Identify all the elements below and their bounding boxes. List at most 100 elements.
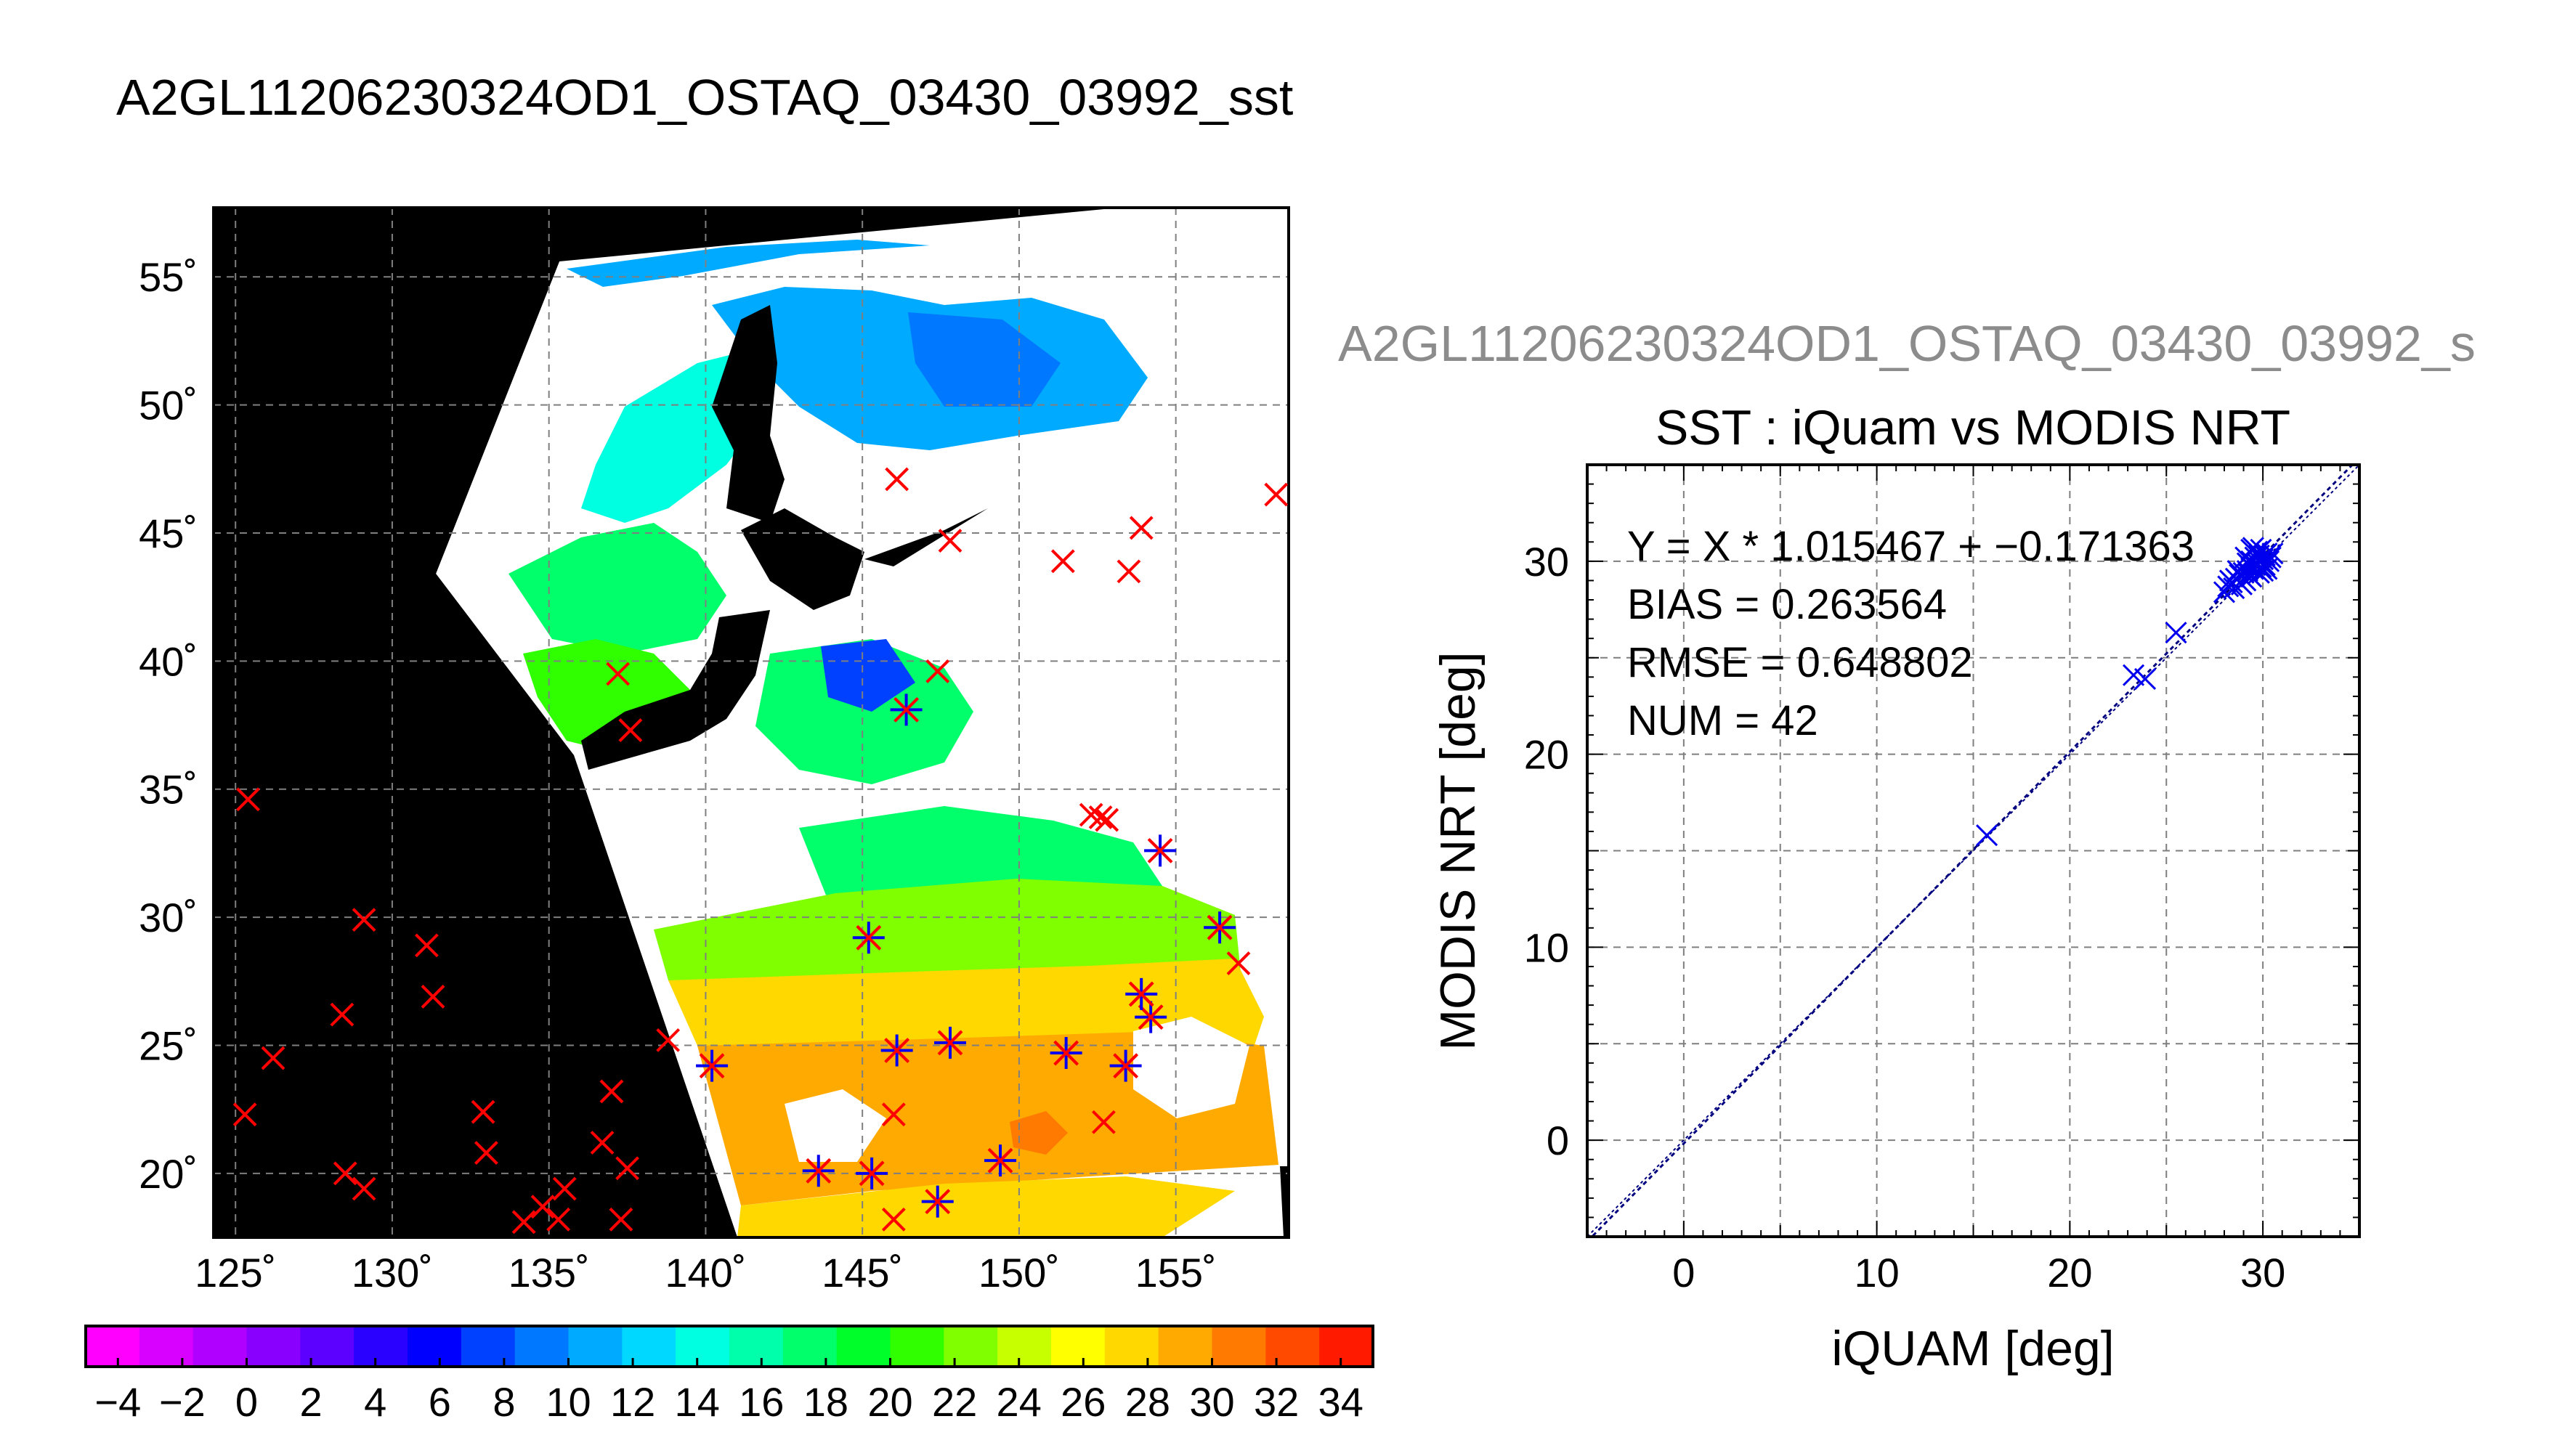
buoy-marker: [881, 1102, 906, 1127]
colorbar-cell: [86, 1326, 140, 1367]
colorbar-tick-label: 32: [1254, 1379, 1299, 1425]
matched-buoy-marker: [856, 1157, 888, 1189]
matched-buoy-marker: [1125, 977, 1158, 1010]
buoy-marker: [1226, 951, 1251, 975]
cloud-patch-west: [785, 1089, 886, 1162]
colorbar-tick-labels: −4 −2 0 2 4 6 8 10 12 14 16 18 20 22 24 26 28 30 32 34: [94, 1358, 1363, 1425]
scatter-y-tick-label: 30: [1524, 539, 1569, 585]
scatter-point: [2165, 622, 2187, 644]
scatter-point: [2133, 667, 2157, 691]
map-frame: [212, 206, 1290, 1239]
scatter-x-tick-label: 20: [2047, 1250, 2092, 1296]
colorbar-tick-label: 10: [546, 1379, 591, 1425]
matched-buoy-marker: [890, 694, 923, 726]
buoy-marker: [885, 467, 909, 492]
scatter-point: [2244, 554, 2266, 577]
scatter-point: [1976, 824, 1998, 847]
sst-patch-tohoku-offshore: [755, 639, 973, 784]
scatter-y-tick-labels: 0 10 20 30: [1524, 539, 1569, 1163]
buoy-marker: [352, 908, 376, 932]
colorbar-cell: [246, 1326, 301, 1367]
sst-patch-okhotsk-cold: [908, 312, 1061, 407]
colorbar-tick-label: −4: [94, 1379, 141, 1425]
scatter-point: [2223, 577, 2245, 600]
scatter-point: [2256, 558, 2278, 580]
scatter-points: [1976, 537, 2284, 847]
buoy-marker: [552, 1176, 577, 1201]
scatter-x-tick-labels: 0 10 20 30: [1672, 1250, 2285, 1296]
buoy-marker: [474, 1141, 498, 1166]
buoy-marker: [656, 1028, 681, 1052]
scatter-x-tick-label: 30: [2240, 1250, 2285, 1296]
scatter-point: [2234, 569, 2257, 592]
colorbar-cell: [729, 1326, 784, 1367]
scatter-gridlines: [1587, 465, 2359, 1237]
colorbar-cell: [193, 1326, 247, 1367]
map-lat-tick-label: 35˚: [139, 767, 198, 813]
buoy-marker: [352, 1176, 376, 1201]
buoy-marker: [471, 1099, 495, 1124]
buoy-marker: [606, 662, 631, 686]
colorbar-tick-label: −2: [159, 1379, 206, 1425]
map-lon-tick-labels: 125˚ 130˚ 135˚ 140˚ 145˚ 150˚ 155˚: [195, 1250, 1217, 1296]
matched-buoy-marker: [1135, 1001, 1167, 1033]
buoy-marker: [421, 985, 445, 1009]
scatter-point: [2261, 542, 2284, 565]
map-lat-tick-labels: 20˚ 25˚ 30˚ 35˚ 40˚ 45˚ 50˚ 55˚: [139, 254, 198, 1197]
colorbar-cell: [1158, 1326, 1212, 1367]
buoy-marker: [615, 1156, 639, 1181]
colorbar-tick-label: 18: [803, 1379, 848, 1425]
scatter-stats: Y = X * 1.015467 + −0.171363 BIAS = 0.263…: [1627, 523, 2195, 744]
scatter-y-tick-label: 0: [1547, 1118, 1569, 1163]
map-lon-tick-label: 135˚: [508, 1250, 590, 1296]
cloud-patch-east: [1133, 1017, 1249, 1118]
colorbar-frame: [84, 1325, 1374, 1368]
buoy-marker: [511, 1210, 536, 1235]
scatter-point: [2259, 546, 2282, 569]
colorbar-cell: [568, 1326, 623, 1367]
colorbar-tick-label: 20: [867, 1379, 912, 1425]
colorbar-tick-label: 30: [1189, 1379, 1234, 1425]
matched-buoy-marker: [933, 1026, 966, 1059]
scatter-y-axis-label: MODIS NRT [deg]: [1430, 651, 1486, 1050]
scatter-x-tick-label: 10: [1854, 1250, 1899, 1296]
colorbar: −4 −2 0 2 4 6 8 10 12 14 16 18 20 22 24 26 28 30 32 34: [84, 1325, 1374, 1425]
map-lon-tick-label: 155˚: [1135, 1250, 1217, 1296]
colorbar-cell: [514, 1326, 569, 1367]
buoy-marker: [546, 1207, 571, 1232]
colorbar-cell: [408, 1326, 462, 1367]
colorbar-tick-label: 6: [429, 1379, 451, 1425]
map-lat-tick-label: 30˚: [139, 895, 198, 940]
colorbar-cells: [86, 1326, 1374, 1367]
scatter-point: [2123, 664, 2145, 686]
map-lon-tick-label: 125˚: [195, 1250, 276, 1296]
colorbar-cell: [944, 1326, 998, 1367]
buoy-marker: [261, 1046, 285, 1070]
buoy-marker: [881, 1207, 906, 1232]
scatter-x-axis-label: iQUAM [deg]: [1831, 1321, 2114, 1376]
colorbar-cell: [1212, 1326, 1266, 1367]
land-offswath: [214, 208, 737, 1237]
colorbar-tick-label: 0: [235, 1379, 258, 1425]
matched-buoy-marker: [1204, 911, 1236, 944]
land-hokkaido: [741, 508, 864, 610]
scatter-stat-line: NUM = 42: [1627, 697, 1818, 744]
land-kurils: [864, 508, 988, 566]
buoy-marker: [414, 933, 439, 958]
colorbar-tick-label: 16: [739, 1379, 784, 1425]
scatter-title: SST : iQuam vs MODIS NRT: [1656, 400, 2290, 455]
sst-patch-oyashio: [821, 639, 915, 712]
colorbar-cell: [997, 1326, 1052, 1367]
colorbar-tick-label: 8: [493, 1379, 515, 1425]
buoy-marker: [1264, 482, 1289, 507]
matched-buoy-marker: [1144, 834, 1177, 867]
buoy-marker: [599, 1079, 624, 1104]
scatter-point: [2238, 564, 2261, 586]
buoy-marker: [236, 787, 260, 812]
buoy-marker: [609, 1207, 633, 1232]
buoy-marker: [1079, 802, 1103, 827]
matched-buoy-marker: [921, 1185, 954, 1218]
colorbar-tick-label: 28: [1125, 1379, 1170, 1425]
map-gridlines: [214, 208, 1289, 1237]
